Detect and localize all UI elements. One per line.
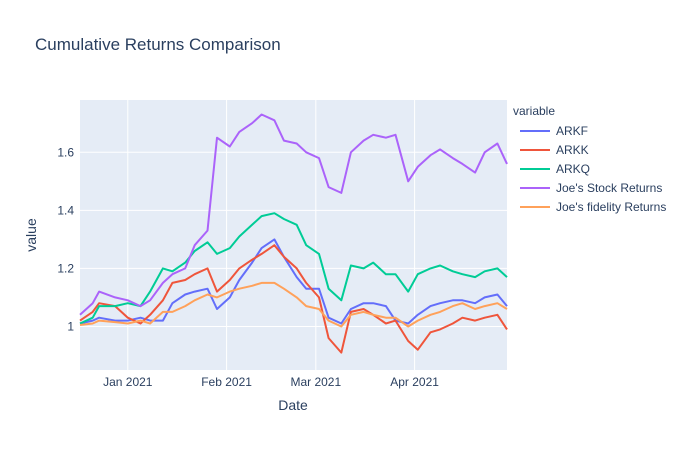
legend-item[interactable]: ARKF: [520, 124, 588, 138]
legend-label: Joe's fidelity Returns: [556, 200, 666, 214]
legend-label: ARKQ: [556, 162, 590, 176]
x-tick-label: Jan 2021: [103, 375, 153, 389]
legend-label: Joe's Stock Returns: [556, 181, 662, 195]
x-axis-ticks: Jan 2021 Feb 2021 Mar 2021 Apr 2021: [103, 375, 439, 389]
legend-item[interactable]: Joe's Stock Returns: [520, 181, 662, 195]
x-tick-label: Mar 2021: [290, 375, 341, 389]
series-line-joe-s-fidelity-returns: [79, 281, 508, 328]
series-line-joe-s-stock-returns: [79, 113, 508, 316]
x-tick-label: Apr 2021: [390, 375, 439, 389]
legend-label: ARKF: [556, 124, 588, 138]
y-tick-label: 1: [67, 319, 74, 333]
y-tick-label: 1.4: [57, 203, 74, 217]
plot-area: [80, 100, 507, 370]
legend-item[interactable]: Joe's fidelity Returns: [520, 200, 666, 214]
x-axis-title: Date: [278, 397, 308, 413]
y-tick-label: 1.2: [57, 261, 74, 275]
series-line-arkk: [79, 244, 508, 354]
chart-title: Cumulative Returns Comparison: [35, 35, 281, 54]
legend-item[interactable]: ARKK: [520, 143, 589, 157]
series-line-arkq: [79, 212, 508, 325]
x-tick-label: Feb 2021: [201, 375, 252, 389]
series-lines: [79, 113, 508, 354]
legend-item[interactable]: ARKQ: [520, 162, 590, 176]
y-axis-ticks: 1 1.2 1.4 1.6: [57, 145, 74, 333]
y-axis-title: value: [23, 218, 39, 252]
legend[interactable]: ARKF ARKK ARKQ Joe's Stock Returns Joe's fid…: [520, 124, 666, 214]
legend-title: variable: [513, 104, 555, 118]
y-tick-label: 1.6: [57, 145, 74, 159]
legend-label: ARKK: [556, 143, 589, 157]
